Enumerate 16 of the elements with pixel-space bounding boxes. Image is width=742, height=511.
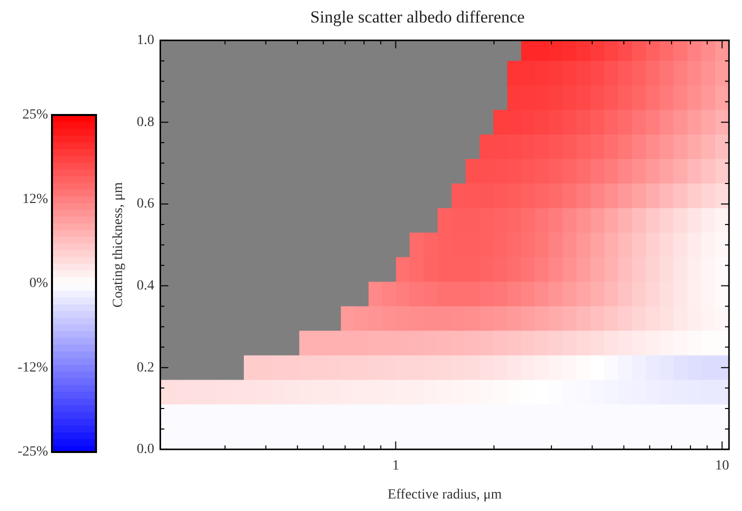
y-tick-label: 0.4 bbox=[136, 278, 154, 294]
color-bar-label: -12% bbox=[18, 360, 48, 376]
color-bar-label: 0% bbox=[29, 276, 48, 292]
y-tick-label: 0.0 bbox=[136, 442, 154, 458]
y-tick-label: 1.0 bbox=[136, 33, 154, 48]
y-tick-label: 0.2 bbox=[136, 360, 154, 376]
y-tick-label: 0.6 bbox=[136, 196, 154, 212]
color-bar-label: -25% bbox=[18, 444, 48, 460]
color-bar-label: 25% bbox=[22, 108, 48, 123]
x-axis-title: Effective radius, μm bbox=[388, 487, 502, 502]
color-bar-label: 12% bbox=[22, 192, 48, 207]
y-axis-title: Coating thickness, μm bbox=[111, 182, 126, 308]
y-tick-label: 0.8 bbox=[136, 114, 154, 130]
x-tick-label: 1 bbox=[392, 458, 400, 474]
chart-title: Single scatter albedo difference bbox=[310, 8, 525, 27]
x-tick-label: 10 bbox=[715, 458, 730, 474]
